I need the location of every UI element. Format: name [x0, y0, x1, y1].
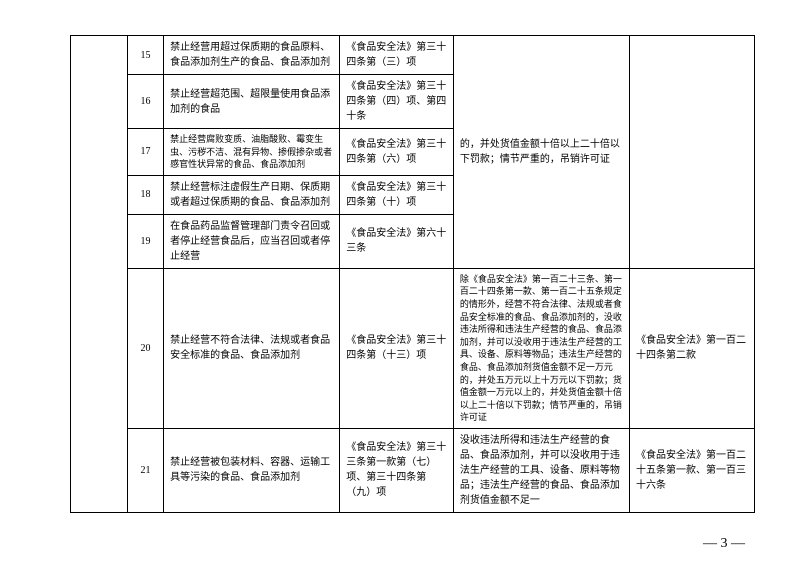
row-law: 《食品安全法》第三十四条第（十）项: [340, 175, 454, 214]
row-law: 《食品安全法》第三十四条第（三）项: [340, 36, 454, 75]
row-desc: 禁止经营超范围、超限量使用食品添加剂的食品: [164, 75, 340, 129]
row-law: 《食品安全法》第三十四条第（六）项: [340, 129, 454, 176]
row-num: 19: [127, 214, 163, 268]
row-desc: 禁止经营用超过保质期的食品原料、食品添加剂生产的食品、食品添加剂: [164, 36, 340, 75]
row-desc: 在食品药品监督管理部门责令召回或者停止经营食品后，应当召回或者停止经营: [164, 214, 340, 268]
category-cell: [71, 36, 128, 513]
row-detail: 除《食品安全法》第一百二十三条、第一百二十四条第一款、第一百二十五条规定的情形外…: [453, 268, 629, 428]
row-law: 《食品安全法》第三十四条第（四）项、第四十条: [340, 75, 454, 129]
row-law: 《食品安全法》第六十三条: [340, 214, 454, 268]
row-law: 《食品安全法》第三十四条第（十三）项: [340, 268, 454, 428]
row-law: 《食品安全法》第三十三条第一款第（七）项、第三十四条第（九）项: [340, 428, 454, 512]
row-num: 16: [127, 75, 163, 129]
row-num: 17: [127, 129, 163, 176]
row-num: 21: [127, 428, 163, 512]
row-detail: 没收违法所得和违法生产经营的食品、食品添加剂，并可以没收用于违法生产经营的工具、…: [453, 428, 629, 512]
row-ref: [629, 36, 754, 269]
row-num: 15: [127, 36, 163, 75]
row-desc: 禁止经营腐败变质、油脂酸败、霉变生虫、污秽不洁、混有异物、掺假掺杂或者感官性状异…: [164, 129, 340, 176]
row-num: 18: [127, 175, 163, 214]
row-detail: 的，并处货值金额十倍以上二十倍以下罚款；情节严重的，吊销许可证: [453, 36, 629, 269]
row-desc: 禁止经营标注虚假生产日期、保质期或者超过保质期的食品、食品添加剂: [164, 175, 340, 214]
row-num: 20: [127, 268, 163, 428]
row-desc: 禁止经营被包装材料、容器、运输工具等污染的食品、食品添加剂: [164, 428, 340, 512]
row-ref: 《食品安全法》第一百二十四条第二款: [629, 268, 754, 428]
row-desc: 禁止经营不符合法律、法规或者食品安全标准的食品、食品添加剂: [164, 268, 340, 428]
row-ref: 《食品安全法》第一百二十五条第一款、第一百三十六条: [629, 428, 754, 512]
page-number: — 3 —: [703, 536, 745, 552]
